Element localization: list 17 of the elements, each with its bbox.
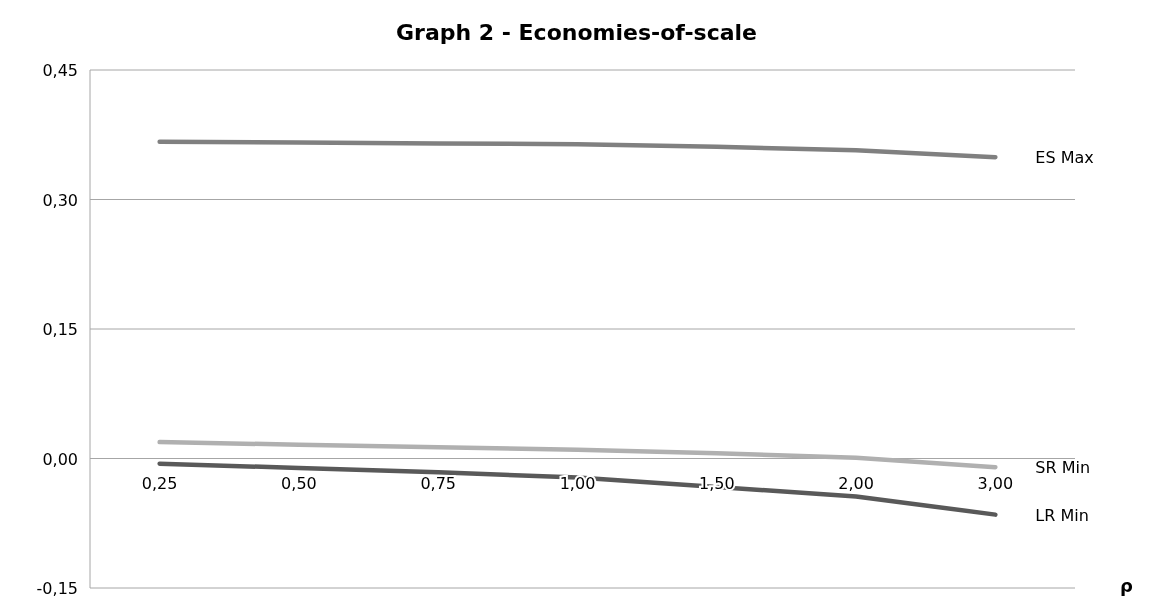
chart-title: Graph 2 - Economies-of-scale [395, 20, 758, 45]
x-tick-label: 3,00 [977, 473, 1014, 493]
y-tick-label: 0,45 [42, 61, 78, 80]
x-tick-label: 0,50 [281, 473, 317, 493]
x-tick-label: 1,00 [559, 473, 596, 493]
x-tick-label: 0,25 [141, 473, 178, 493]
text: ES Max [1035, 148, 1094, 168]
text: LR Min [1035, 505, 1089, 525]
y-tick-label: 0,15 [42, 320, 78, 339]
line-series [157, 139, 998, 160]
text: SR Min [1035, 458, 1091, 478]
x-tick-label: 2,00 [838, 473, 874, 493]
x-tick-label: 0,75 [420, 473, 457, 493]
y-tick-label: 0,30 [42, 190, 78, 210]
x-axis-title: ρ [1120, 575, 1133, 596]
y-tick-label: 0,00 [42, 449, 78, 469]
y-tick-label: -0,15 [36, 579, 78, 598]
